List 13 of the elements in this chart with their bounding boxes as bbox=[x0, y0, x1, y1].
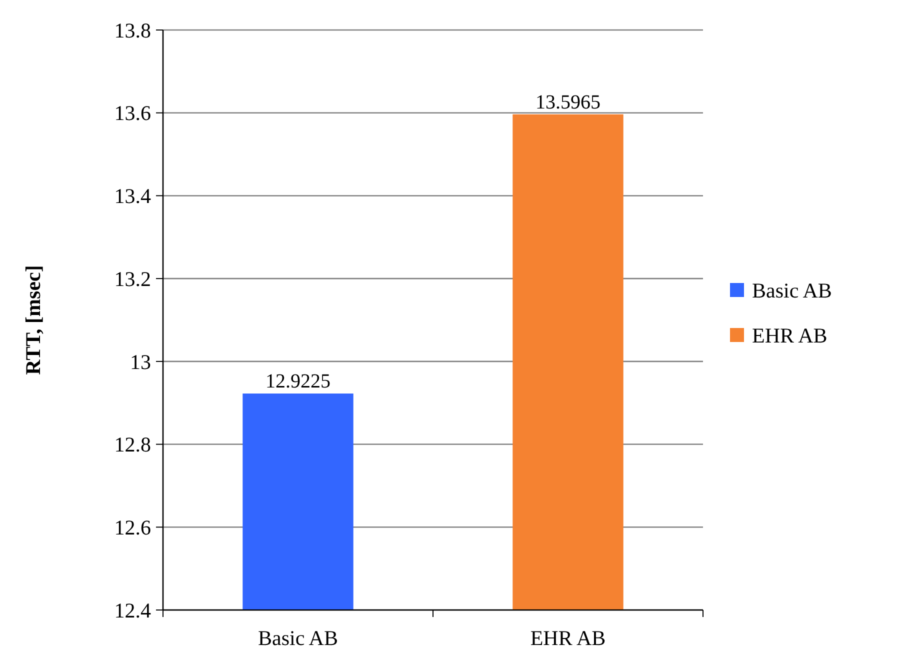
y-tick-label: 12.6 bbox=[114, 515, 151, 540]
y-tick-label: 13.2 bbox=[114, 266, 151, 291]
data-label: 13.5965 bbox=[536, 91, 600, 114]
legend-label: EHR AB bbox=[752, 323, 828, 348]
legend-label: Basic AB bbox=[752, 278, 832, 302]
y-tick-label: 13.8 bbox=[114, 18, 151, 42]
y-tick-label: 12.4 bbox=[114, 598, 152, 622]
y-tick-label: 13 bbox=[130, 350, 151, 374]
data-label: 12.9225 bbox=[266, 370, 330, 393]
y-axis-title: RTT, [msec] bbox=[21, 265, 45, 375]
y-tick-label: 13.4 bbox=[114, 184, 152, 208]
y-tick-label: 12.8 bbox=[114, 432, 151, 457]
y-tick-label: 13.6 bbox=[114, 101, 151, 126]
